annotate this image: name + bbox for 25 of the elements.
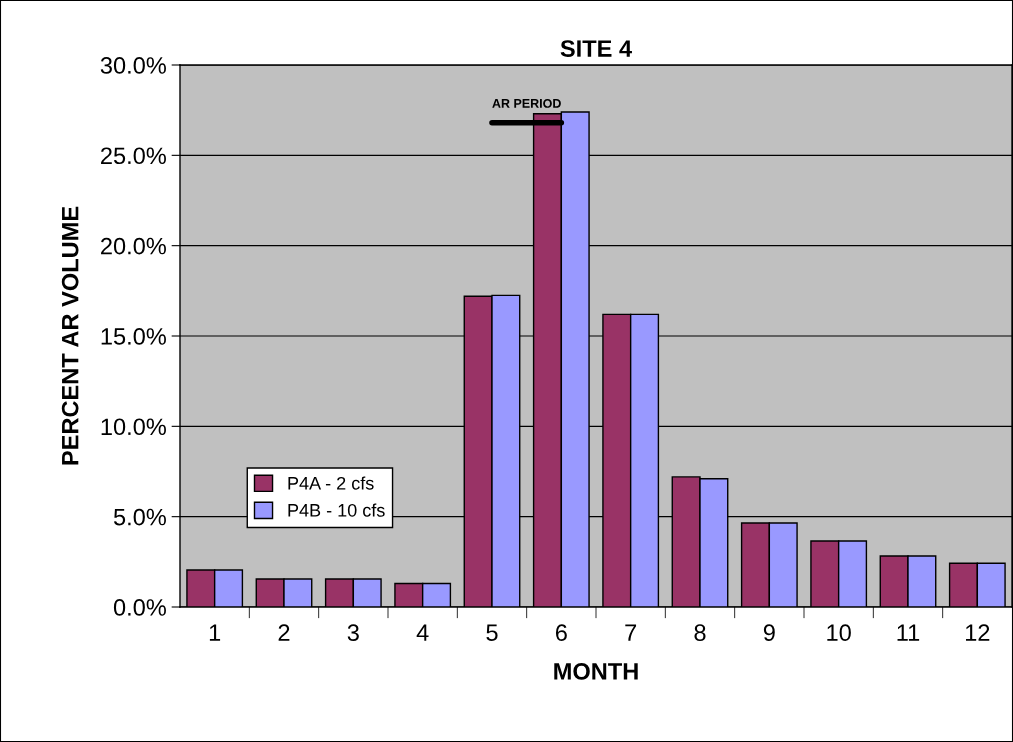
x-tick-label: 1 <box>209 624 221 641</box>
y-tick-label: 10.0% <box>101 418 166 436</box>
y-tick-label: 30.0% <box>100 57 166 74</box>
y-tick-label: 20.0% <box>101 237 166 255</box>
x-tick-label: 10 <box>827 624 851 642</box>
x-tick-label: 2 <box>278 624 290 641</box>
x-tick-label: 3 <box>347 624 359 642</box>
x-tick-label: 7 <box>625 624 637 641</box>
x-axis-title: MONTH <box>554 662 638 680</box>
x-tick-label: 12 <box>966 624 990 641</box>
y-tick-label: 0.0% <box>113 599 166 616</box>
x-tick-label: 4 <box>416 624 429 641</box>
y-tick-label: 25.0% <box>101 147 166 165</box>
x-tick-label: 6 <box>555 624 567 642</box>
legend-label: P4B - 10 cfs <box>288 503 385 517</box>
series-label: AR PERIOD <box>492 98 561 108</box>
x-tick-label: 9 <box>763 624 775 642</box>
x-tick-label: 11 <box>897 624 920 641</box>
legend-label: P4A - 2 cfs <box>288 476 374 490</box>
y-tick-label: 15.0% <box>101 328 166 345</box>
x-tick-label: 8 <box>694 624 706 642</box>
y-tick-label: 5.0% <box>113 508 166 526</box>
x-tick-label: 5 <box>486 624 498 642</box>
y-axis-title: PERCENT AR VOLUME <box>61 206 79 465</box>
chart-title: SITE 4 <box>560 40 632 57</box>
